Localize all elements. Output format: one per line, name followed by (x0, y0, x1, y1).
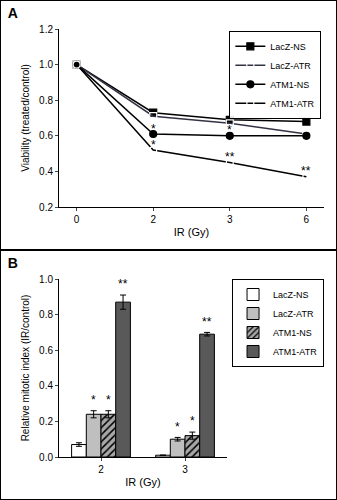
svg-text:LacZ-NS: LacZ-NS (270, 42, 306, 52)
svg-text:ATM1-NS: ATM1-NS (270, 80, 309, 90)
svg-text:0.6: 0.6 (39, 130, 53, 141)
svg-text:2: 2 (150, 214, 156, 225)
svg-text:0.2: 0.2 (39, 202, 53, 213)
svg-text:B: B (8, 255, 18, 271)
svg-text:0.8: 0.8 (39, 309, 53, 320)
svg-text:0.0: 0.0 (39, 452, 53, 463)
svg-text:LacZ-NS: LacZ-NS (273, 290, 309, 300)
svg-text:Relative mitotic index (IR/con: Relative mitotic index (IR/control) (20, 295, 31, 442)
svg-text:**: ** (118, 277, 128, 291)
svg-text:LacZ-ATR: LacZ-ATR (270, 61, 311, 71)
svg-text:*: * (106, 393, 111, 407)
svg-text:ATM1-ATR: ATM1-ATR (270, 99, 314, 109)
svg-text:1.0: 1.0 (39, 59, 53, 70)
svg-text:3: 3 (182, 464, 188, 475)
svg-text:**: ** (202, 315, 212, 329)
svg-text:1.2: 1.2 (39, 24, 53, 35)
svg-text:*: * (175, 420, 180, 434)
svg-text:**: ** (301, 164, 311, 178)
svg-text:*: * (151, 122, 156, 136)
svg-text:*: * (91, 393, 96, 407)
svg-text:IR (Gy): IR (Gy) (174, 226, 209, 238)
svg-text:LacZ-ATR: LacZ-ATR (273, 309, 314, 319)
svg-text:1.0: 1.0 (39, 274, 53, 285)
svg-text:**: ** (225, 150, 235, 164)
svg-text:6: 6 (304, 214, 310, 225)
svg-text:0.8: 0.8 (39, 95, 53, 106)
svg-text:*: * (151, 138, 156, 152)
svg-text:0.6: 0.6 (39, 345, 53, 356)
svg-text:Viability (treated/control): Viability (treated/control) (20, 64, 31, 172)
svg-text:0.2: 0.2 (39, 416, 53, 427)
svg-text:0.4: 0.4 (39, 380, 53, 391)
svg-text:0: 0 (74, 214, 80, 225)
svg-text:3: 3 (227, 214, 233, 225)
svg-text:ATM1-ATR: ATM1-ATR (273, 347, 317, 357)
svg-text:2: 2 (98, 464, 104, 475)
svg-text:*: * (227, 123, 232, 137)
svg-text:A: A (8, 5, 18, 21)
svg-text:IR (Gy): IR (Gy) (125, 476, 160, 488)
svg-text:0.4: 0.4 (39, 166, 53, 177)
svg-text:*: * (190, 414, 195, 428)
svg-text:ATM1-NS: ATM1-NS (273, 328, 312, 338)
